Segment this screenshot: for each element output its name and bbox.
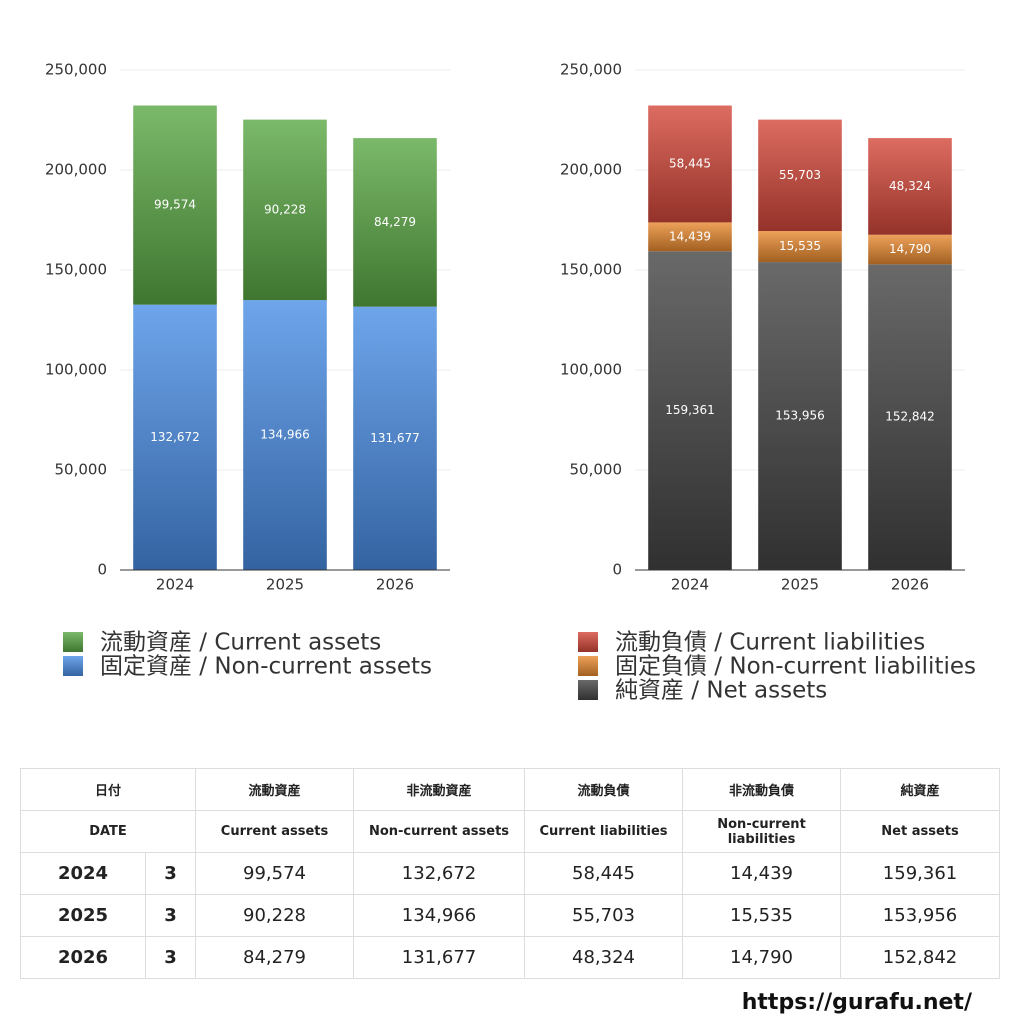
header-cell: 非流動負債 xyxy=(682,768,842,811)
header-cell: Current assets xyxy=(195,810,355,853)
table-cell: 2024 xyxy=(20,852,146,895)
table-cell: 152,842 xyxy=(840,936,1001,979)
header-cell: 流動資産 xyxy=(195,768,355,811)
legend-label: 固定負債 / Non-current liabilities xyxy=(615,654,976,680)
bar-segment xyxy=(868,264,952,570)
y-tick-label: 0 xyxy=(97,561,107,579)
bar-segment xyxy=(243,119,327,301)
y-tick-label: 200,000 xyxy=(45,161,107,179)
y-tick-label: 250,000 xyxy=(560,61,622,79)
table-cell: 14,790 xyxy=(682,936,842,979)
y-tick-label: 200,000 xyxy=(560,161,622,179)
y-tick-label: 50,000 xyxy=(570,461,623,479)
data-label: 153,956 xyxy=(775,409,825,423)
table-cell: 55,703 xyxy=(524,894,684,937)
x-tick-label: 2025 xyxy=(266,576,304,594)
bar-segment xyxy=(353,138,437,307)
charts: 0 50,000 100,000 150,000 200,000 250,000 2024 1… xyxy=(45,61,976,704)
table-cell: 131,677 xyxy=(353,936,526,979)
y-tick-label: 250,000 xyxy=(45,61,107,79)
bar-segment xyxy=(243,300,327,570)
table-cell: 58,445 xyxy=(524,852,684,895)
legend-swatch xyxy=(63,632,83,652)
table-cell: 159,361 xyxy=(840,852,1001,895)
table-cell: 134,966 xyxy=(353,894,526,937)
bar-segment xyxy=(648,251,732,570)
table-cell: 3 xyxy=(144,894,197,937)
header-cell: 流動負債 xyxy=(524,768,684,811)
data-label: 55,703 xyxy=(779,168,821,182)
header-cell: Non-current assets xyxy=(353,810,526,853)
bar-segment xyxy=(758,231,842,263)
table-cell: 132,672 xyxy=(353,852,526,895)
table-cell: 90,228 xyxy=(195,894,355,937)
legend-swatch xyxy=(63,656,83,676)
data-label: 132,672 xyxy=(150,430,200,444)
data-label: 58,445 xyxy=(669,156,711,170)
y-tick-label: 150,000 xyxy=(560,261,622,279)
data-label: 15,535 xyxy=(779,239,821,253)
table-cell: 84,279 xyxy=(195,936,355,979)
legend-swatch xyxy=(578,656,598,676)
legend-label: 流動負債 / Current liabilities xyxy=(615,630,925,656)
x-tick-label: 2026 xyxy=(891,576,929,594)
data-label: 90,228 xyxy=(264,202,306,216)
data-label: 84,279 xyxy=(374,215,416,229)
x-tick-label: 2024 xyxy=(671,576,709,594)
data-table: 日付 流動資産 非流動資産 流動負債 非流動負債 純資産 DATE Current asset… xyxy=(19,768,1001,979)
data-label: 14,790 xyxy=(889,242,931,256)
legend-swatch xyxy=(578,680,598,700)
table-cell: 2025 xyxy=(20,894,146,937)
data-label: 152,842 xyxy=(885,410,935,424)
header-cell: 日付 xyxy=(19,768,197,811)
header-cell: 純資産 xyxy=(840,768,1001,811)
bar-segment xyxy=(868,234,952,265)
bar-segment xyxy=(353,306,437,570)
legend-label: 固定資産 / Non-current assets xyxy=(100,654,432,680)
table-cell: 14,439 xyxy=(682,852,842,895)
legend-label: 流動資産 / Current assets xyxy=(100,630,381,656)
y-tick-label: 100,000 xyxy=(45,361,107,379)
bar-segment xyxy=(133,304,217,570)
y-tick-label: 0 xyxy=(612,561,622,579)
header-cell: Current liabilities xyxy=(524,810,684,853)
data-label: 159,361 xyxy=(665,403,715,417)
header-cell: Net assets xyxy=(840,810,1001,853)
bar-segment xyxy=(758,119,842,232)
table-cell: 15,535 xyxy=(682,894,842,937)
table-cell: 2026 xyxy=(20,936,146,979)
table-cell: 48,324 xyxy=(524,936,684,979)
x-tick-label: 2026 xyxy=(376,576,414,594)
data-label: 131,677 xyxy=(370,431,420,445)
table-cell: 3 xyxy=(144,936,197,979)
x-tick-label: 2024 xyxy=(156,576,194,594)
bar-segment xyxy=(648,222,732,252)
legend-swatch xyxy=(578,632,598,652)
bar-segment xyxy=(758,262,842,570)
y-tick-label: 150,000 xyxy=(45,261,107,279)
header-cell: 非流動資産 xyxy=(353,768,526,811)
x-tick-label: 2025 xyxy=(781,576,819,594)
bar-segment xyxy=(133,105,217,305)
y-tick-label: 50,000 xyxy=(55,461,108,479)
data-label: 48,324 xyxy=(889,179,931,193)
table-cell: 3 xyxy=(144,852,197,895)
legend-label: 純資産 / Net assets xyxy=(615,678,827,704)
footer-url: https://gurafu.net/ xyxy=(741,990,972,1015)
data-label: 99,574 xyxy=(154,198,196,212)
y-tick-label: 100,000 xyxy=(560,361,622,379)
table-cell: 153,956 xyxy=(840,894,1001,937)
data-label: 134,966 xyxy=(260,428,310,442)
data-label: 14,439 xyxy=(669,229,711,243)
header-cell: Non-current liabilities xyxy=(682,810,842,853)
bar-segment xyxy=(868,138,952,235)
table-cell: 99,574 xyxy=(195,852,355,895)
header-cell: DATE xyxy=(19,810,197,853)
bar-segment xyxy=(648,105,732,223)
